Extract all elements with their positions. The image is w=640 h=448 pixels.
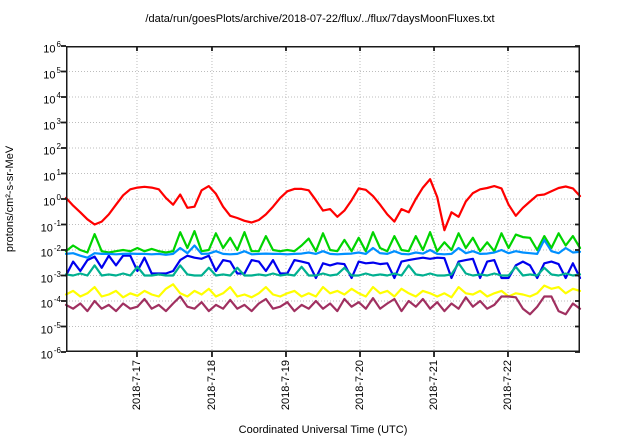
y-tick-label: 102 xyxy=(43,142,61,158)
plot-area xyxy=(61,45,582,357)
series-line-green xyxy=(64,230,582,254)
y-tick-label: 104 xyxy=(43,91,61,107)
y-tick-label: 10-4 xyxy=(40,295,61,311)
x-tick-label: 2018-7-17 xyxy=(130,360,143,411)
y-tick-label: 10-6 xyxy=(40,346,61,362)
y-tick-label: 10-3 xyxy=(40,269,61,286)
series-line-red xyxy=(64,178,582,232)
y-tick-label: 106 xyxy=(43,40,61,56)
x-tick-label: 2018-7-19 xyxy=(279,360,292,411)
plot-svg xyxy=(61,45,582,357)
series-line-teal xyxy=(64,262,582,277)
series-line-dark-blue xyxy=(64,254,582,280)
plot-border xyxy=(66,46,580,352)
y-tick-label: 105 xyxy=(43,65,61,82)
chart-title: /data/run/goesPlots/archive/2018-07-22/f… xyxy=(145,13,495,25)
series-line-maroon xyxy=(64,295,582,316)
y-tick-label: 10-5 xyxy=(40,320,61,337)
y-tick-label: 10-1 xyxy=(40,218,61,235)
y-tick-label: 103 xyxy=(43,116,61,133)
x-tick-label: 2018-7-21 xyxy=(428,360,441,411)
x-tick-label: 2018-7-20 xyxy=(354,360,366,411)
x-tick-label: 2018-7-18 xyxy=(205,360,218,411)
series-line-light-blue xyxy=(64,238,582,259)
x-tick-label: 2018-7-22 xyxy=(501,360,514,411)
y-tick-label: 10-2 xyxy=(40,244,61,260)
series-line-yellow xyxy=(64,283,582,299)
x-axis-label: Coordinated Universal Time (UTC) xyxy=(238,424,408,436)
y-tick-label: 100 xyxy=(43,193,61,209)
y-tick-label: 101 xyxy=(43,167,61,184)
